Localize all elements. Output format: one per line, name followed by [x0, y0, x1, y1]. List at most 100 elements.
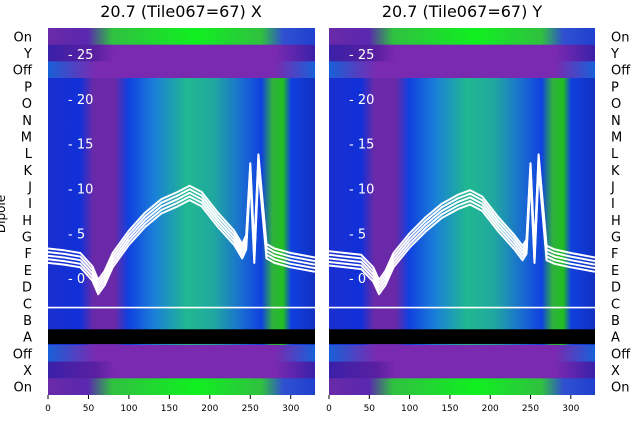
overlay-ytick-label: - 15 — [68, 138, 93, 153]
x-tick-label: 0 — [326, 404, 332, 414]
x-tick-label: 200 — [482, 404, 499, 414]
row-label-left: P — [24, 80, 32, 95]
row-label-left: Y — [23, 47, 32, 62]
heatmap-row-on-0 — [48, 28, 315, 46]
row-label-right: K — [611, 164, 620, 179]
x-tick-label: 300 — [282, 404, 299, 414]
row-label-left: A — [23, 331, 32, 346]
overlay-ytick-label: - 5 — [68, 227, 85, 242]
row-label-left: On — [14, 381, 32, 396]
heatmap-row-n-5 — [48, 111, 315, 129]
row-label-right: F — [611, 247, 618, 262]
row-label-right: O — [611, 97, 621, 112]
heatmap-panel-x: - 0 - 5 - 10 - 15 - 20 - 25 0 50 100 150 200 250 300 — [45, 28, 315, 414]
row-label-left: C — [23, 297, 32, 312]
x-tick-label: 0 — [45, 404, 51, 414]
heatmap-row-l-7 — [48, 144, 315, 163]
chart-title-y: 20.7 (Tile067=67) Y — [382, 2, 543, 21]
row-label-right: B — [611, 314, 620, 329]
row-label-right: E — [611, 264, 619, 279]
row-label-left: On — [14, 30, 32, 45]
heatmap-row-a-blank — [329, 329, 595, 344]
heatmap-row-on-21 — [329, 378, 595, 395]
heatmap-row-c-16 — [329, 294, 595, 313]
row-label-left: L — [25, 147, 33, 162]
heatmap-row-off-19 — [48, 344, 315, 363]
overlay-line-series-4 — [329, 153, 595, 281]
heatmap-row-d-15 — [329, 278, 595, 296]
row-label-left: M — [21, 130, 32, 145]
row-label-right: A — [611, 331, 620, 346]
row-label-left: K — [23, 164, 32, 179]
row-label-right: I — [611, 197, 615, 212]
row-label-right: J — [610, 180, 615, 195]
row-label-right: L — [611, 147, 619, 162]
heatmap-row-b-17 — [329, 311, 595, 329]
heatmap-row-p-3 — [48, 78, 315, 96]
heatmap-row-k-8 — [329, 161, 595, 179]
heatmap-row-g-12 — [329, 228, 595, 246]
row-label-left: I — [28, 197, 32, 212]
heatmap-row-x-20 — [329, 361, 595, 379]
heatmap-row-g-12 — [48, 228, 315, 246]
heatmap-row-m-6 — [329, 128, 595, 146]
heatmap-row-l-7 — [329, 144, 595, 163]
heatmap-row-h-11 — [329, 211, 595, 229]
y-axis-label: Dipole — [0, 195, 8, 233]
heatmap-row-a-blank — [48, 329, 315, 344]
row-label-right: On — [611, 381, 629, 396]
overlay-line-series-4 — [48, 153, 315, 281]
heatmap-row-h-11 — [48, 211, 315, 229]
x-tick-label: 250 — [242, 404, 259, 414]
heatmap-row-on-21 — [48, 378, 315, 395]
x-tick-label: 50 — [83, 404, 95, 414]
row-label-right: On — [611, 30, 629, 45]
row-label-right: M — [611, 130, 622, 145]
heatmap-row-off-2 — [48, 61, 315, 79]
row-label-left: N — [22, 114, 32, 129]
heatmap-row-on-0 — [329, 28, 595, 46]
overlay-ytick-label: - 10 — [68, 182, 93, 197]
heatmap-row-d-15 — [48, 278, 315, 296]
row-label-left: J — [27, 180, 32, 195]
overlay-ytick-label: - 20 — [68, 93, 93, 108]
row-label-right: G — [611, 231, 621, 246]
overlay-ytick-label: - 25 — [68, 48, 93, 63]
row-label-left: G — [22, 231, 32, 246]
row-label-right: Off — [611, 347, 631, 362]
x-tick-label: 100 — [401, 404, 418, 414]
heatmap-row-off-2 — [329, 61, 595, 79]
x-tick-label: 250 — [522, 404, 539, 414]
chart-title-x: 20.7 (Tile067=67) X — [100, 2, 262, 21]
row-label-right: Off — [611, 64, 631, 79]
overlay-ytick-label: - 10 — [349, 182, 374, 197]
row-label-left: Off — [13, 347, 33, 362]
heatmap-row-off-19 — [329, 344, 595, 363]
heatmap-panel-y: - 0 - 5 - 10 - 15 - 20 - 25 0 50 100 150 200 250 300 — [326, 28, 595, 414]
heatmap-row-m-6 — [48, 128, 315, 146]
row-label-left: Off — [13, 64, 33, 79]
row-label-right: H — [611, 214, 621, 229]
heatmap-row-x-20 — [48, 361, 315, 379]
overlay-ytick-label: - 15 — [349, 138, 374, 153]
heatmap-row-p-3 — [329, 78, 595, 96]
overlay-ytick-label: - 5 — [349, 227, 366, 242]
heatmap-row-y-1 — [329, 44, 595, 62]
row-label-left: O — [22, 97, 32, 112]
row-label-left: H — [22, 214, 32, 229]
x-tick-label: 50 — [364, 404, 376, 414]
heatmap-row-y-1 — [48, 44, 315, 62]
heatmap-row-c-16 — [48, 294, 315, 313]
row-label-right: Y — [610, 47, 619, 62]
overlay-ytick-label: - 20 — [349, 93, 374, 108]
x-tick-label: 300 — [562, 404, 579, 414]
overlay-ytick-label: - 0 — [349, 272, 366, 287]
x-tick-label: 150 — [441, 404, 458, 414]
row-label-left: E — [24, 264, 32, 279]
row-label-right: C — [611, 297, 620, 312]
overlay-ytick-label: - 0 — [68, 272, 85, 287]
heatmap-row-o-4 — [329, 94, 595, 113]
